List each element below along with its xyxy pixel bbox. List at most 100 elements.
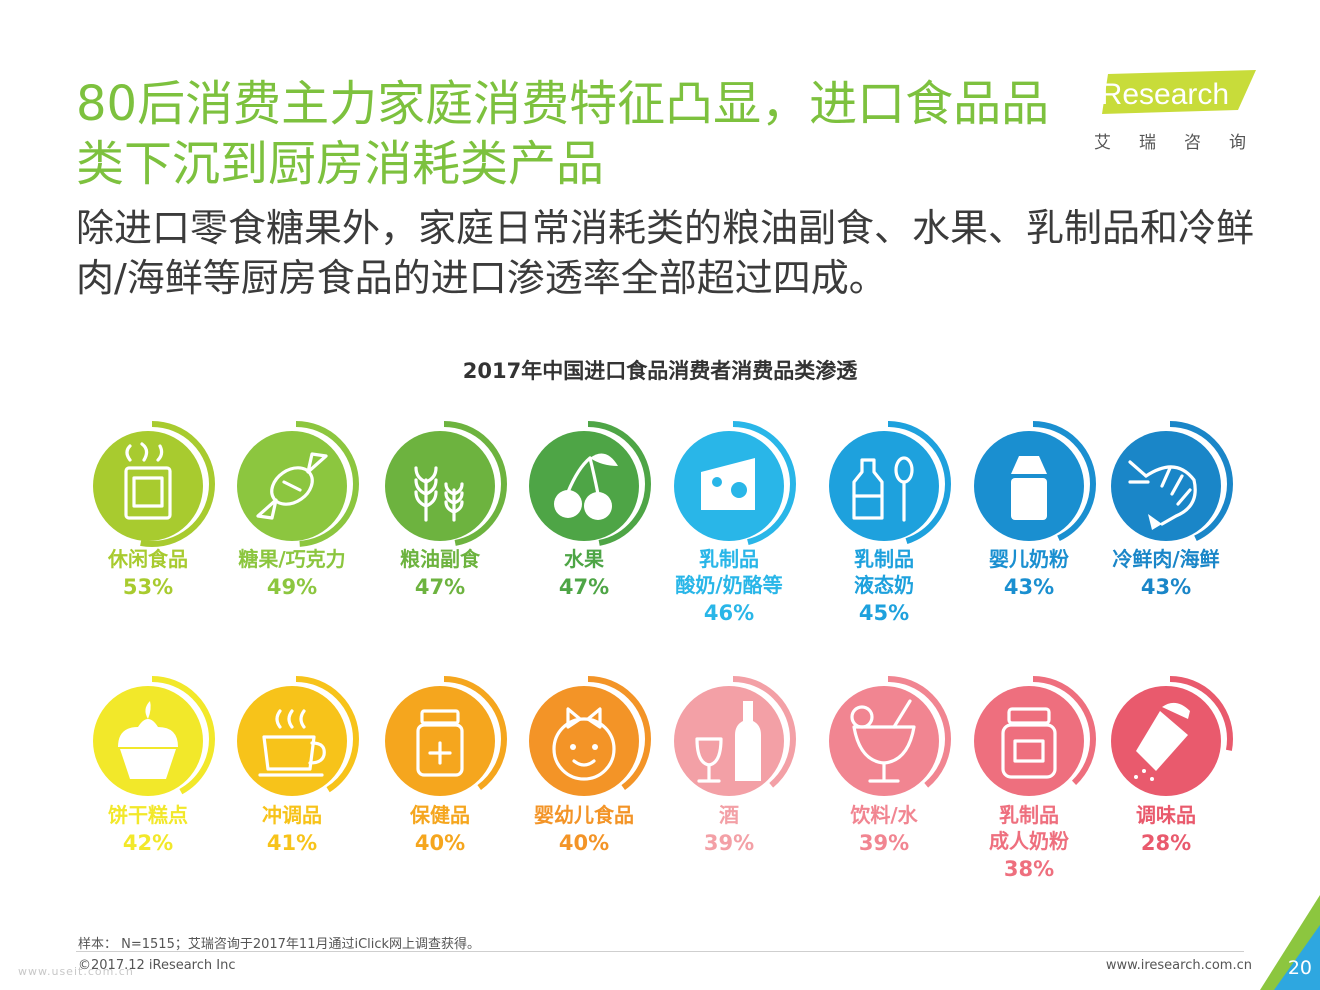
category-value: 40% <box>559 831 609 855</box>
category-disc <box>829 686 939 796</box>
category-value: 43% <box>1141 575 1191 599</box>
value-arc <box>89 676 215 802</box>
category-value: 49% <box>267 575 317 599</box>
value-arc <box>525 421 651 547</box>
salt-shaker-icon <box>1134 702 1190 781</box>
category-value: 39% <box>859 831 909 855</box>
category-disc <box>1111 431 1221 541</box>
category-disc <box>385 431 495 541</box>
category-label: 水果 <box>564 547 604 571</box>
category-value: 40% <box>415 831 465 855</box>
value-arc <box>233 676 359 802</box>
category-label: 乳制品 <box>854 547 914 571</box>
milk-bottle-spoon-icon <box>852 456 914 522</box>
category-9: 饼干糕点 42% <box>89 676 215 855</box>
category-label: 冲调品 <box>262 803 322 827</box>
wine-bottle-icon <box>695 701 761 783</box>
category-label: 粮油副食 <box>400 547 481 571</box>
sample-footnote: 样本： N=1515；艾瑞咨询于2017年11月通过iClick网上调查获得。 <box>78 937 481 952</box>
category-value: 41% <box>267 831 317 855</box>
value-arc <box>233 421 359 547</box>
category-4: 水果 47% <box>525 421 651 599</box>
watermark: www.useit.com.cn <box>18 965 134 978</box>
category-value: 38% <box>1004 857 1054 881</box>
footer-divider <box>76 951 1244 952</box>
category-11: 保健品 40% <box>381 676 507 855</box>
category-16: 调味品 28% <box>1107 676 1233 855</box>
category-disc <box>529 431 639 541</box>
shrimp-icon <box>1128 460 1197 530</box>
category-value: 47% <box>559 575 609 599</box>
category-disc <box>237 686 347 796</box>
category-label: 饮料/水 <box>849 803 918 827</box>
category-label: 饼干糕点 <box>108 803 188 827</box>
corner-decoration <box>1260 895 1320 990</box>
category-14: 饮料/水 39% <box>825 676 951 855</box>
category-10: 冲调品 41% <box>233 676 359 855</box>
value-arc <box>825 421 951 547</box>
cupcake-icon <box>118 701 178 779</box>
category-value: 45% <box>859 601 909 625</box>
logo-text: iResearch <box>1094 78 1229 111</box>
value-arc <box>670 421 796 547</box>
category-value: 47% <box>415 575 465 599</box>
value-arc <box>381 676 507 802</box>
page-subtitle: 除进口零食糖果外，家庭日常消耗类的粮油副食、水果、乳制品和冷鲜肉/海鲜等厨房食品… <box>76 206 1255 300</box>
copyright: ©2017.12 iResearch Inc <box>78 958 236 973</box>
logo-subtitle: 艾瑞咨询 <box>1094 133 1274 153</box>
value-arc <box>970 676 1096 802</box>
category-label: 糖果/巧克力 <box>238 547 345 571</box>
value-arc <box>1107 421 1233 547</box>
category-label: 冷鲜肉/海鲜 <box>1112 547 1219 571</box>
value-arc <box>670 676 796 802</box>
medicine-jar-icon <box>416 709 464 777</box>
page-number: 20 <box>1287 957 1312 979</box>
page-title: 80后消费主力家庭消费特征凸显，进口食品品类下沉到厨房消耗类产品 <box>76 76 1050 192</box>
value-arc <box>1107 676 1233 802</box>
value-arc <box>825 676 951 802</box>
value-arc <box>89 421 215 547</box>
category-3: 粮油副食 47% <box>381 421 507 599</box>
category-label: 调味品 <box>1136 803 1196 827</box>
chart-title: 2017年中国进口食品消费者消费品类渗透 <box>462 359 858 383</box>
category-label: 酒 <box>719 803 739 827</box>
jar-icon <box>1001 707 1057 779</box>
iresearch-logo: iResearch 艾瑞咨询 <box>1088 70 1258 156</box>
category-label: 乳制品 <box>999 803 1059 827</box>
category-value: 39% <box>704 831 754 855</box>
category-value: 43% <box>1004 575 1054 599</box>
baby-face-icon <box>552 707 616 781</box>
snack-bag-icon <box>124 442 172 520</box>
category-7: 婴儿奶粉 43% <box>970 421 1096 599</box>
cheese-icon <box>701 458 755 510</box>
category-label: 成人奶粉 <box>989 829 1069 853</box>
website-link[interactable]: www.iresearch.com.cn <box>1105 958 1252 973</box>
logo-badge-icon: iResearch <box>1094 70 1256 114</box>
category-value: 46% <box>704 601 754 625</box>
category-13: 酒 39% <box>670 676 796 855</box>
cocktail-icon <box>850 699 916 783</box>
category-2: 糖果/巧克力 49% <box>233 421 359 599</box>
coffee-cup-icon <box>258 709 326 777</box>
value-arc <box>381 421 507 547</box>
formula-can-icon <box>1011 456 1047 520</box>
category-label: 休闲食品 <box>107 547 188 571</box>
category-value: 28% <box>1141 831 1191 855</box>
category-label: 婴幼儿食品 <box>534 803 634 827</box>
category-disc <box>385 686 495 796</box>
category-disc <box>674 686 784 796</box>
value-arc <box>525 676 651 802</box>
category-label: 保健品 <box>409 803 470 827</box>
category-1: 休闲食品 53% <box>89 421 215 599</box>
category-8: 冷鲜肉/海鲜 43% <box>1107 421 1233 599</box>
category-disc <box>529 686 639 796</box>
category-disc <box>829 431 939 541</box>
grain-icon <box>414 466 464 522</box>
category-disc <box>93 431 203 541</box>
category-value: 42% <box>123 831 173 855</box>
category-label: 乳制品 <box>699 547 759 571</box>
